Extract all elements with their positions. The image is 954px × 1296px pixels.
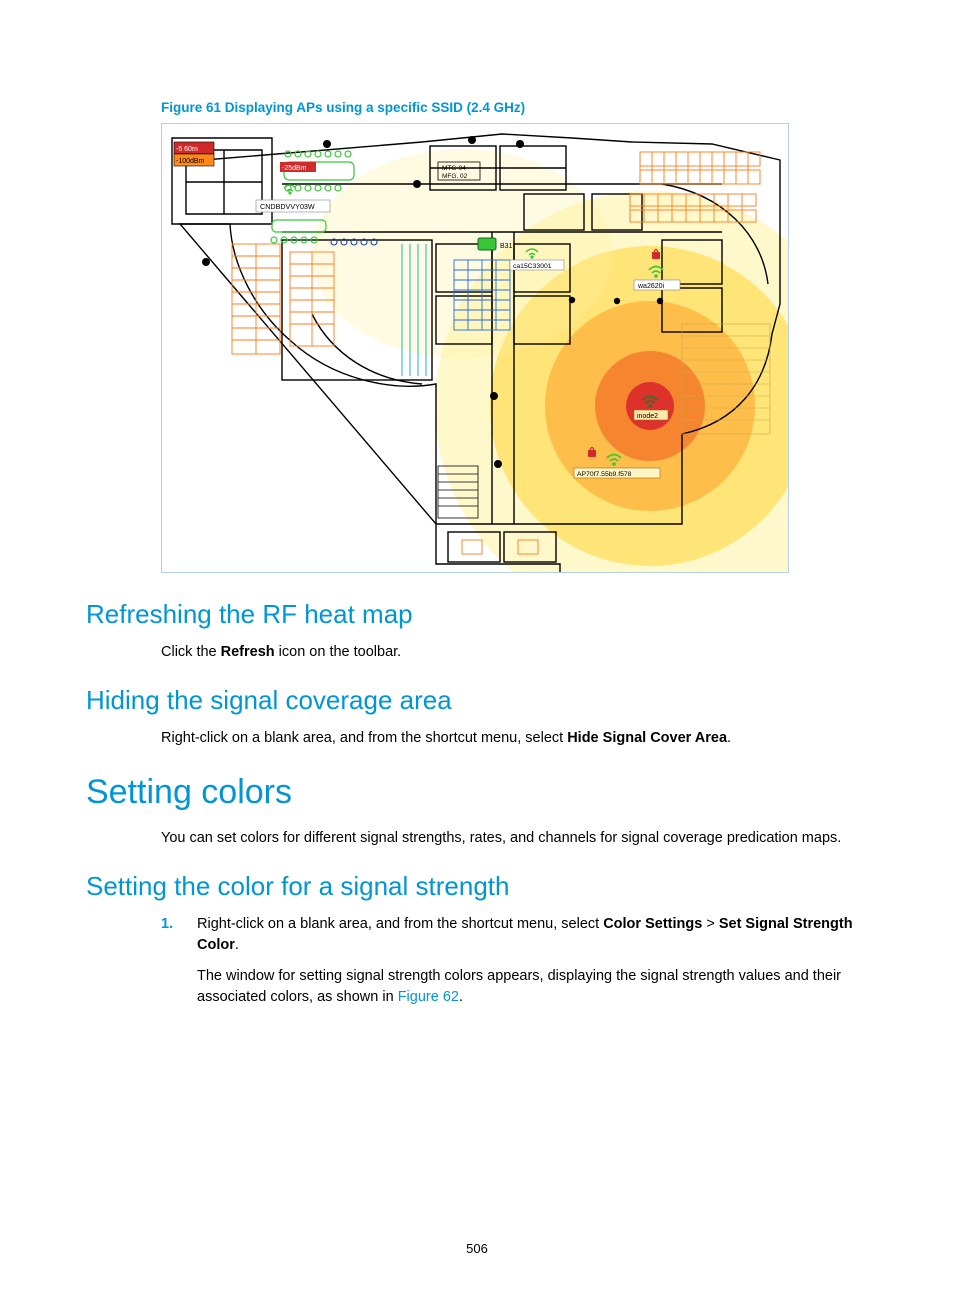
step-1-p2-pre: The window for setting signal strength c… <box>197 968 841 1005</box>
section-refreshing-heading: Refreshing the RF heat map <box>86 599 868 630</box>
steps-list: 1. Right-click on a blank area, and from… <box>161 914 868 1008</box>
svg-text:AP70f7.55b9.f578: AP70f7.55b9.f578 <box>577 471 632 478</box>
figure-caption: Figure 61 Displaying APs using a specifi… <box>161 100 868 115</box>
step-1-p2-post: . <box>459 989 463 1005</box>
step-1-pre: Right-click on a blank area, and from th… <box>197 916 603 932</box>
refresh-body: Click the Refresh icon on the toolbar. <box>161 642 868 663</box>
dbm-badge: -25dBm <box>280 162 316 172</box>
figure-62-link[interactable]: Figure 62 <box>398 989 459 1005</box>
colors-intro-body: You can set colors for different signal … <box>161 828 868 849</box>
refresh-bold: Refresh <box>221 644 275 660</box>
hiding-bold: Hide Signal Cover Area <box>567 730 727 746</box>
hiding-body: Right-click on a blank area, and from th… <box>161 728 868 749</box>
step-1-post: . <box>235 937 239 953</box>
svg-text:-25dBm: -25dBm <box>282 165 307 172</box>
refresh-text-pre: Click the <box>161 644 221 660</box>
svg-text:-100dBm: -100dBm <box>176 158 205 165</box>
signal-scale-legend: -5 60m -100dBm <box>174 142 214 166</box>
section-signal-strength-heading: Setting the color for a signal strength <box>86 871 868 902</box>
svg-text:MFG. 02: MFG. 02 <box>442 173 468 180</box>
section-hiding-heading: Hiding the signal coverage area <box>86 685 868 716</box>
svg-text:wa2620i: wa2620i <box>637 283 665 290</box>
section-setting-colors-heading: Setting colors <box>86 773 868 812</box>
figure-61-image: B31 -5 60m -100dBm <box>161 123 789 573</box>
svg-text:-5 60m: -5 60m <box>176 146 198 153</box>
hiding-text-post: . <box>727 730 731 746</box>
svg-text:ca15C33001: ca15C33001 <box>513 263 552 270</box>
svg-text:CNDBDVVY03W: CNDBDVVY03W <box>260 202 315 211</box>
svg-text:B31: B31 <box>500 243 513 250</box>
step-1-number: 1. <box>161 914 173 935</box>
page-number: 506 <box>0 1241 954 1256</box>
step-1-para-2: The window for setting signal strength c… <box>197 966 868 1008</box>
hiding-text-pre: Right-click on a blank area, and from th… <box>161 730 567 746</box>
svg-text:inode2: inode2 <box>637 413 658 420</box>
svg-text:MTG-04: MTG-04 <box>442 165 466 172</box>
step-1-bold-1: Color Settings <box>603 916 702 932</box>
step-1-gt: > <box>702 916 719 932</box>
step-1: 1. Right-click on a blank area, and from… <box>161 914 868 1008</box>
refresh-text-post: icon on the toolbar. <box>275 644 402 660</box>
